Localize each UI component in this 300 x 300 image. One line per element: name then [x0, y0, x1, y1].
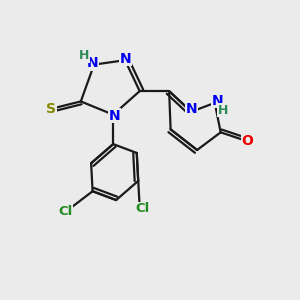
- Text: H: H: [79, 49, 89, 62]
- Text: N: N: [212, 94, 224, 107]
- Text: Cl: Cl: [58, 205, 72, 218]
- Text: N: N: [108, 109, 120, 122]
- Text: Cl: Cl: [135, 202, 149, 215]
- Text: N: N: [120, 52, 132, 66]
- Text: N: N: [185, 102, 197, 116]
- Text: S: S: [46, 102, 56, 116]
- Text: O: O: [241, 134, 253, 148]
- Text: N: N: [87, 56, 98, 70]
- Text: H: H: [218, 104, 228, 117]
